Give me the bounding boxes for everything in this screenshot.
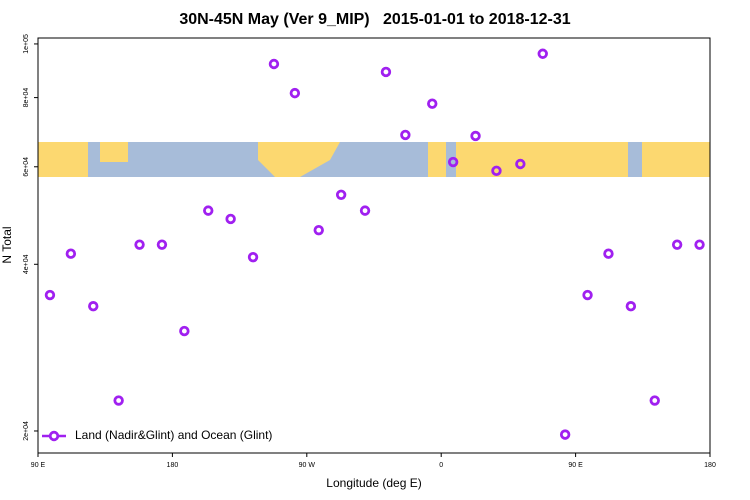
x-tick-label: 180: [704, 462, 716, 469]
chart-title: 30N-45N May (Ver 9_MIP) 2015-01-01 to 20…: [179, 11, 570, 28]
y-tick-label: 1e+05: [23, 34, 30, 54]
land-area: [428, 142, 446, 177]
y-tick-label: 4e+04: [23, 254, 30, 274]
point: [65, 248, 77, 259]
point: [289, 87, 301, 99]
y-tick-label: 8e+04: [23, 88, 30, 108]
land-area: [642, 142, 710, 177]
point: [447, 156, 459, 168]
point: [313, 224, 324, 236]
point: [268, 58, 280, 70]
land-area: [100, 142, 128, 162]
point: [582, 289, 593, 301]
point: [515, 158, 526, 170]
x-axis-label: Longitude (deg E): [326, 476, 421, 490]
point: [335, 189, 347, 201]
point: [603, 248, 614, 259]
point: [427, 98, 438, 109]
point: [88, 301, 99, 312]
point: [400, 129, 411, 141]
point: [380, 66, 392, 78]
legend-marker: [48, 430, 60, 442]
plot-frame: [37, 37, 711, 454]
point: [203, 205, 214, 216]
legend-label: Land (Nadir&Glint) and Ocean (Glint): [75, 428, 272, 442]
map-band: [38, 142, 710, 177]
point: [671, 239, 683, 250]
point: [134, 239, 145, 250]
point: [537, 48, 548, 59]
y-tick-label: 2e+04: [23, 421, 30, 441]
land-area: [456, 142, 628, 177]
x-tick-label: 90 W: [299, 462, 316, 469]
point: [694, 239, 705, 250]
legend: Land (Nadir&Glint) and Ocean (Glint): [42, 428, 272, 442]
point: [359, 205, 371, 216]
y-axis-label: N Total: [0, 226, 14, 263]
land-area: [38, 142, 88, 177]
x-tick-label: 0: [439, 462, 443, 469]
point: [559, 429, 571, 440]
point: [113, 395, 124, 406]
x-tick-label: 90 E: [568, 462, 583, 469]
point: [625, 301, 637, 312]
point: [156, 239, 168, 250]
point: [247, 251, 259, 263]
x-tick-label: 180: [167, 462, 179, 469]
point: [225, 213, 236, 225]
y-tick-label: 6e+04: [23, 157, 30, 177]
point: [491, 165, 502, 177]
point: [649, 395, 660, 406]
point: [44, 289, 56, 301]
land-area: [258, 142, 340, 177]
point: [179, 325, 190, 337]
point: [470, 130, 481, 142]
x-tick-label: 90 E: [31, 462, 46, 469]
